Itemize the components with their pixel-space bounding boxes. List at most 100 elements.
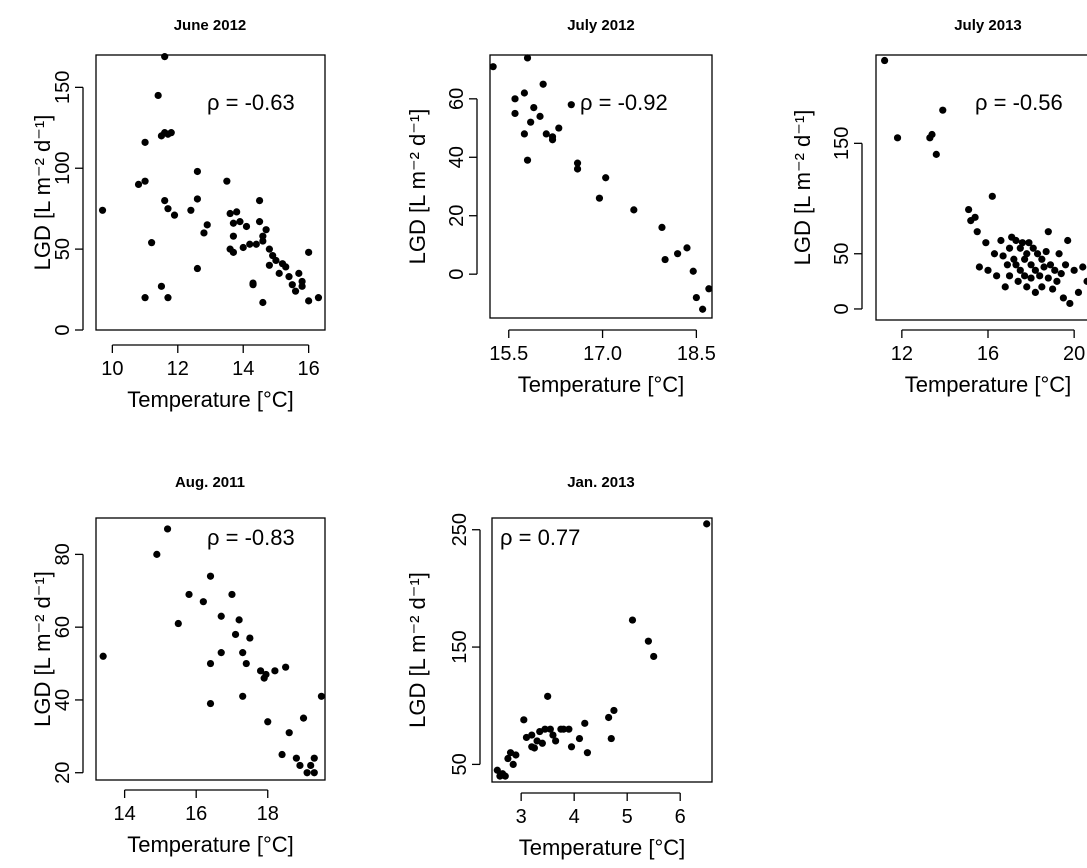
data-point (164, 205, 172, 213)
data-point (1033, 250, 1042, 258)
data-point (285, 729, 293, 737)
data-point (231, 630, 240, 639)
x-tick-label: 4 (569, 806, 580, 828)
data-point (259, 232, 267, 240)
data-point (236, 218, 244, 226)
x-axis-label: Temperature [°C] (127, 832, 294, 857)
data-point (262, 670, 270, 679)
data-point (1059, 294, 1067, 302)
data-point (193, 167, 202, 176)
plot-frame (875, 54, 1087, 321)
data-point (265, 261, 273, 269)
data-point (223, 177, 231, 185)
data-point (546, 725, 554, 733)
data-point (272, 256, 280, 265)
data-point (296, 761, 304, 770)
x-tick-label: 15.5 (489, 343, 528, 365)
correlation-annotation: ρ = 0.77 (500, 525, 580, 550)
data-point (982, 239, 990, 247)
data-point (881, 56, 889, 65)
data-point (1042, 247, 1050, 256)
x-axis-label: Temperature [°C] (905, 372, 1072, 397)
data-point (282, 263, 290, 271)
data-point (307, 761, 315, 770)
data-point (971, 213, 979, 221)
plot-frame (489, 54, 713, 319)
data-point (292, 754, 300, 762)
data-point (305, 297, 313, 305)
data-point (242, 222, 251, 231)
x-tick-label: 12 (167, 358, 189, 380)
data-point (965, 205, 973, 214)
x-axis-label: Temperature [°C] (127, 387, 294, 412)
data-point (1027, 261, 1035, 269)
data-point (692, 293, 700, 302)
scatter-panel-5: Jan. 2013 3 4 5 6 50 150 250 Temperature [°C] LGD… (405, 474, 713, 860)
data-point (932, 150, 940, 158)
data-point (200, 229, 208, 237)
data-point (567, 101, 575, 109)
y-tick-label: 0 (52, 324, 74, 335)
data-point (689, 267, 697, 275)
data-point (170, 211, 179, 219)
panel-title: July 2013 (954, 17, 1022, 34)
data-point (154, 91, 162, 100)
panel-title: Jan. 2013 (567, 474, 635, 491)
data-point (555, 124, 563, 132)
y-axis-label: LGD [L m⁻² d⁻¹] (405, 572, 430, 728)
data-point (1061, 261, 1070, 269)
data-point (549, 731, 557, 739)
data-point (252, 240, 260, 248)
data-point (229, 248, 237, 256)
data-point (605, 713, 613, 722)
data-point (520, 716, 528, 724)
scatter-panel-4: Aug. 2011 14 16 18 20 40 60 80 Temperature [°C] L… (30, 474, 326, 857)
data-point (246, 240, 254, 248)
x-tick-label: 14 (232, 358, 254, 380)
data-point (1051, 266, 1059, 274)
panel-title: Aug. 2011 (175, 474, 245, 491)
data-point (1038, 255, 1046, 263)
data-point (1055, 250, 1063, 258)
y-tick-label: 60 (52, 616, 74, 638)
plot-frame (95, 54, 326, 331)
data-point (573, 159, 582, 167)
data-point (153, 550, 161, 558)
data-point (628, 616, 637, 624)
data-point (520, 130, 528, 138)
data-point (541, 725, 549, 733)
data-point (610, 706, 618, 715)
data-point (559, 725, 568, 733)
data-point (174, 619, 182, 628)
data-point (1018, 239, 1027, 247)
data-point (548, 133, 557, 141)
y-tick-label: 20 (52, 762, 74, 784)
data-point (167, 129, 175, 137)
data-point (539, 80, 547, 88)
data-point (575, 734, 584, 743)
data-point (975, 263, 983, 271)
data-point (1036, 272, 1044, 280)
data-point (291, 287, 300, 295)
data-point (288, 281, 296, 289)
data-point (511, 95, 519, 103)
y-tick-label: 80 (52, 543, 74, 565)
data-point (703, 520, 711, 528)
data-point (1029, 244, 1037, 252)
data-point (523, 54, 532, 62)
data-point (203, 221, 211, 229)
data-point (542, 130, 550, 138)
data-point (602, 174, 610, 182)
data-point (141, 294, 149, 302)
data-point (298, 282, 306, 290)
data-point (1083, 277, 1087, 285)
data-point (520, 89, 528, 97)
data-point (538, 739, 546, 747)
data-point (1005, 272, 1014, 280)
data-point (239, 243, 247, 252)
x-tick-label: 10 (101, 358, 123, 380)
data-point (99, 652, 107, 660)
y-tick-label: 250 (449, 513, 471, 546)
data-point (527, 118, 535, 126)
